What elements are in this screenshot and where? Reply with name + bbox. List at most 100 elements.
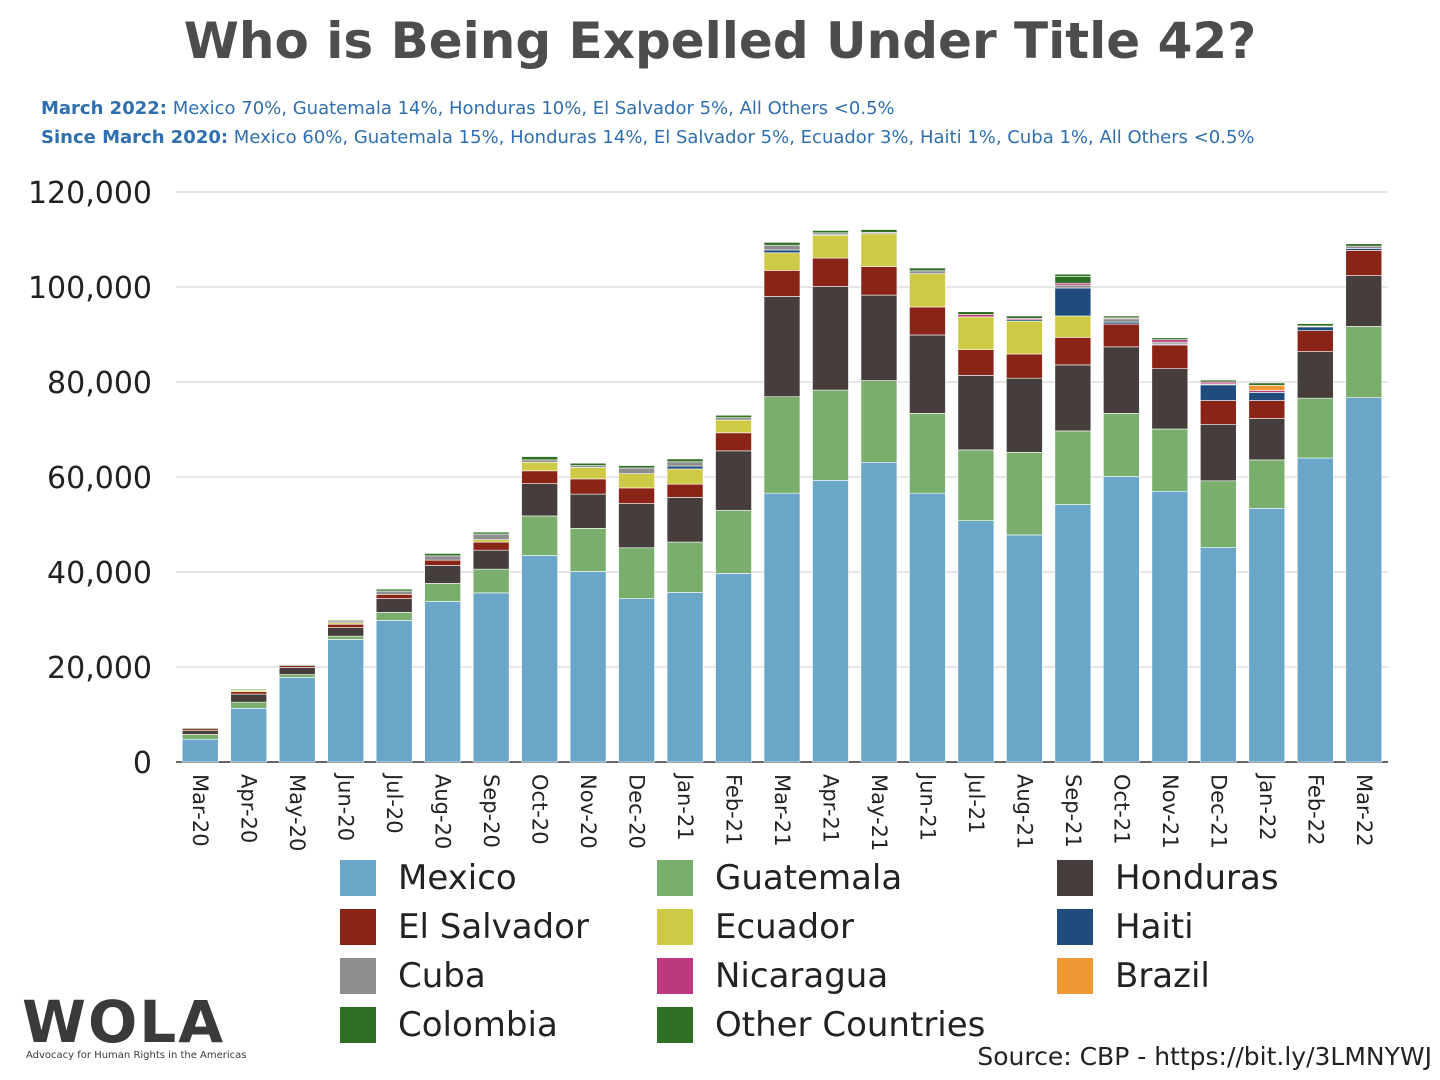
- x-tick-label: Dec-20: [625, 774, 649, 849]
- legend-item: Colombia: [340, 1005, 558, 1045]
- bar-segment: [424, 583, 461, 602]
- x-tick-label: May-20: [285, 774, 309, 851]
- x-tick-label: Jan-21: [673, 772, 697, 841]
- bar-segment: [666, 592, 704, 763]
- bar-segment: [181, 730, 219, 735]
- legend-swatch: [657, 1007, 693, 1043]
- bar-segment: [521, 470, 558, 484]
- bar-segment: [521, 461, 558, 472]
- bar-segment: [715, 419, 752, 434]
- bar-segment: [1006, 534, 1043, 763]
- bar-segment: [1103, 346, 1140, 414]
- legend-label: El Salvador: [398, 907, 589, 947]
- bar-segment: [1345, 326, 1383, 398]
- subtitle-march-2022-text: Mexico 70%, Guatemala 14%, Honduras 10%,…: [166, 98, 895, 119]
- bar-segment: [472, 592, 510, 763]
- bar-segment: [666, 468, 704, 485]
- bar-segment: [1296, 323, 1334, 327]
- bar-segment: [327, 627, 364, 637]
- bar-segment: [278, 667, 316, 675]
- bar-segment: [1248, 385, 1286, 391]
- bar-segment: [860, 380, 898, 463]
- y-tick-label: 40,000: [47, 556, 152, 591]
- bar-segment: [860, 229, 898, 233]
- bar-segment: [569, 493, 607, 529]
- bar-segment: [1054, 315, 1092, 338]
- bar-segment: [860, 233, 898, 267]
- legend-swatch: [657, 958, 693, 994]
- legend-swatch: [1057, 860, 1093, 896]
- x-tick-label: Sep-21: [1061, 774, 1085, 848]
- bar-segment: [715, 432, 752, 452]
- subtitle-since-march-2020-text: Mexico 60%, Guatemala 15%, Honduras 14%,…: [228, 127, 1255, 148]
- bar-segment: [909, 270, 946, 275]
- bar-segment: [812, 257, 849, 287]
- x-tick-label: Jul-20: [382, 772, 406, 834]
- bar-segment: [375, 620, 413, 763]
- bar-segment: [521, 456, 558, 461]
- x-tick-label: Mar-22: [1352, 774, 1376, 847]
- bar-segment: [1200, 480, 1237, 548]
- bar-segment: [1345, 250, 1383, 276]
- y-tick-label: 120,000: [28, 176, 152, 211]
- x-tick-label: Apr-21: [818, 774, 842, 843]
- bar-segment: [1151, 337, 1189, 341]
- bar-segment: [715, 450, 752, 511]
- x-tick-label: May-21: [867, 774, 891, 851]
- bar-segment: [1054, 273, 1092, 277]
- bar-segment: [1296, 457, 1334, 763]
- bar-segment: [763, 244, 801, 251]
- legend-label: Ecuador: [715, 907, 854, 947]
- bar-segment: [812, 234, 849, 259]
- bar-segment: [1006, 451, 1043, 536]
- bar-segment: [1200, 379, 1237, 383]
- bar-segment: [860, 461, 898, 763]
- bar-segment: [375, 588, 413, 592]
- bar-segment: [812, 389, 849, 481]
- x-tick-label: Jan-22: [1255, 772, 1279, 841]
- bar-segment: [375, 594, 413, 599]
- legend-item: Other Countries: [657, 1005, 985, 1045]
- bar-segment: [375, 598, 413, 613]
- subtitle-march-2022: March 2022: Mexico 70%, Guatemala 14%, H…: [41, 98, 895, 119]
- bar-segment: [472, 549, 510, 570]
- bar-segment: [375, 612, 413, 621]
- legend-label: Honduras: [1115, 858, 1279, 898]
- bar-segment: [1248, 400, 1286, 419]
- bar-segment: [1200, 384, 1237, 401]
- y-tick-label: 0: [133, 746, 152, 781]
- bar-segment: [1200, 400, 1237, 425]
- x-tick-label: Sep-20: [479, 774, 503, 848]
- bar-segment: [569, 478, 607, 495]
- legend-item: Ecuador: [657, 907, 854, 947]
- bar-segment: [327, 635, 364, 640]
- bar-segment: [521, 515, 558, 556]
- bar-segment: [278, 664, 316, 666]
- bar-segment: [763, 296, 801, 398]
- legend-item: Guatemala: [657, 858, 902, 898]
- legend-swatch: [657, 909, 693, 945]
- bar-segment: [957, 375, 995, 451]
- bar-segment: [666, 461, 704, 467]
- legend-item: Brazil: [1057, 956, 1210, 996]
- bar-segment: [472, 531, 510, 535]
- bar-segment: [1054, 337, 1092, 366]
- bar-segment: [472, 568, 510, 594]
- legend-swatch: [657, 860, 693, 896]
- bar-segment: [1151, 490, 1189, 763]
- bar-segment: [1345, 243, 1383, 247]
- bar-segment: [424, 555, 461, 561]
- wola-logo-tagline: Advocacy for Human Rights in the America…: [26, 1050, 247, 1061]
- bar-segment: [618, 487, 655, 504]
- bar-segment: [1054, 287, 1092, 317]
- legend-label: Haiti: [1115, 907, 1194, 947]
- legend-item: Mexico: [340, 858, 517, 898]
- bar-segment: [521, 483, 558, 517]
- legend-item: Haiti: [1057, 907, 1194, 947]
- bar-segment: [278, 677, 316, 763]
- x-tick-label: Oct-21: [1109, 774, 1133, 845]
- bar-segment: [715, 417, 752, 421]
- bar-segment: [1248, 459, 1286, 509]
- bar-segment: [181, 738, 219, 763]
- bar-segment: [812, 286, 849, 391]
